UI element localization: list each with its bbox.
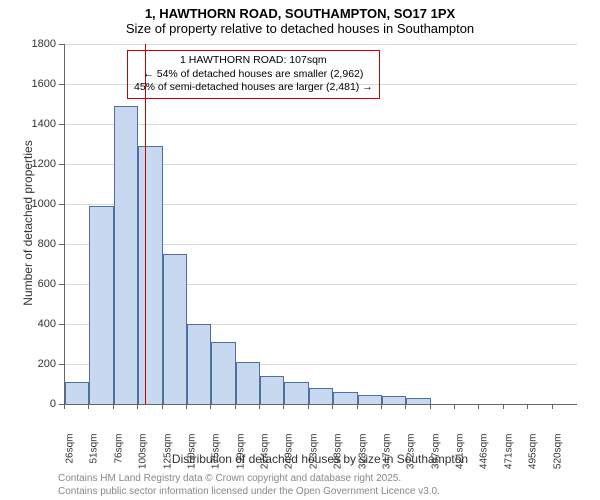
chart-title-main: 1, HAWTHORN ROAD, SOUTHAMPTON, SO17 1PX xyxy=(0,0,600,21)
x-tick-mark xyxy=(283,404,284,409)
x-tick-mark xyxy=(137,404,138,409)
histogram-bar xyxy=(358,395,382,404)
x-tick-mark xyxy=(381,404,382,409)
x-tick-mark xyxy=(478,404,479,409)
y-axis-label: Number of detached properties xyxy=(21,123,35,323)
x-tick-mark xyxy=(357,404,358,409)
y-tick-mark xyxy=(59,124,64,125)
histogram-bar xyxy=(236,362,260,404)
x-axis-label: Distribution of detached houses by size … xyxy=(64,452,576,466)
histogram-bar xyxy=(89,206,113,404)
gridline xyxy=(65,44,577,45)
x-tick-mark xyxy=(162,404,163,409)
histogram-bar xyxy=(333,392,357,404)
y-tick-mark xyxy=(59,284,64,285)
histogram-bar xyxy=(187,324,211,404)
histogram-bar xyxy=(382,396,406,404)
y-tick-label: 1400 xyxy=(0,118,56,130)
x-tick-mark xyxy=(503,404,504,409)
y-tick-label: 600 xyxy=(0,278,56,290)
chart-title-sub: Size of property relative to detached ho… xyxy=(0,21,600,40)
annotation-line-1: ← 54% of detached houses are smaller (2,… xyxy=(134,68,373,82)
plot-area: 1 HAWTHORN ROAD: 107sqm← 54% of detached… xyxy=(64,44,577,405)
histogram-bar xyxy=(406,398,430,404)
x-tick-mark xyxy=(235,404,236,409)
x-tick-mark xyxy=(308,404,309,409)
y-tick-label: 800 xyxy=(0,238,56,250)
x-tick-mark xyxy=(430,404,431,409)
y-tick-mark xyxy=(59,244,64,245)
y-tick-mark xyxy=(59,84,64,85)
histogram-bar xyxy=(138,146,162,404)
y-tick-mark xyxy=(59,364,64,365)
histogram-bar xyxy=(114,106,138,404)
x-tick-mark xyxy=(113,404,114,409)
x-tick-mark xyxy=(527,404,528,409)
annotation-line-2: 45% of semi-detached houses are larger (… xyxy=(134,81,373,95)
annotation-line-0: 1 HAWTHORN ROAD: 107sqm xyxy=(134,54,373,68)
annotation-box: 1 HAWTHORN ROAD: 107sqm← 54% of detached… xyxy=(127,50,380,99)
x-tick-mark xyxy=(332,404,333,409)
x-tick-mark xyxy=(259,404,260,409)
y-tick-mark xyxy=(59,164,64,165)
histogram-bar xyxy=(65,382,89,404)
histogram-bar xyxy=(309,388,333,404)
footer-line2: Contains public sector information licen… xyxy=(58,485,440,498)
histogram-bar xyxy=(284,382,308,404)
y-tick-mark xyxy=(59,204,64,205)
x-tick-mark xyxy=(405,404,406,409)
x-tick-mark xyxy=(64,404,65,409)
x-tick-mark xyxy=(88,404,89,409)
y-tick-mark xyxy=(59,324,64,325)
histogram-bar xyxy=(163,254,187,404)
y-tick-label: 1600 xyxy=(0,78,56,90)
y-tick-label: 0 xyxy=(0,398,56,410)
y-tick-label: 200 xyxy=(0,358,56,370)
x-tick-mark xyxy=(454,404,455,409)
gridline xyxy=(65,124,577,125)
x-tick-mark xyxy=(186,404,187,409)
y-tick-mark xyxy=(59,44,64,45)
histogram-bar xyxy=(260,376,284,404)
footer-attribution: Contains HM Land Registry data © Crown c… xyxy=(58,472,440,498)
footer-line1: Contains HM Land Registry data © Crown c… xyxy=(58,472,440,485)
y-tick-label: 1800 xyxy=(0,38,56,50)
y-tick-label: 1000 xyxy=(0,198,56,210)
x-tick-mark xyxy=(552,404,553,409)
x-tick-mark xyxy=(210,404,211,409)
y-tick-label: 400 xyxy=(0,318,56,330)
chart-container: 1, HAWTHORN ROAD, SOUTHAMPTON, SO17 1PX … xyxy=(0,0,600,500)
histogram-bar xyxy=(211,342,235,404)
y-tick-label: 1200 xyxy=(0,158,56,170)
